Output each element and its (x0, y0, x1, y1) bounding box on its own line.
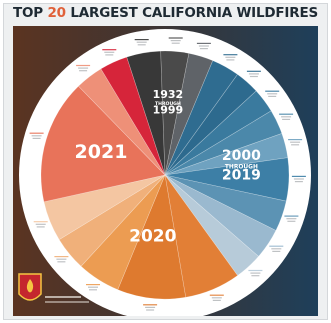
pie-slice (164, 174, 259, 276)
slice-label-tick (281, 116, 292, 118)
pie-slice (78, 68, 166, 176)
slice-label-tick (170, 40, 181, 42)
slice-label-tick (279, 113, 294, 115)
pie-slice (164, 52, 214, 176)
slice-label-tick (145, 306, 156, 308)
slice-label-tick (79, 70, 88, 72)
pie-slice (164, 133, 289, 176)
pie-slice (160, 50, 190, 176)
group-label-end-year: 1999 (153, 104, 184, 117)
pie-slice (164, 74, 257, 176)
slice-label-tick (248, 73, 259, 75)
slice-label-tick (86, 284, 100, 286)
slice-label-tick (249, 75, 258, 78)
pie-slice (164, 157, 290, 202)
pie-slice (126, 50, 166, 176)
slice-label-tick (250, 272, 261, 274)
pie-slice (164, 110, 283, 176)
pie-slices (40, 50, 290, 300)
slice-label-tick (196, 42, 211, 44)
group-label-through: THROUGH (155, 101, 181, 107)
pie-slice (43, 174, 166, 240)
slice-label-tick (78, 67, 89, 69)
slice-label-tick (290, 141, 301, 143)
pie-slice (164, 60, 238, 176)
slice-label-tick (57, 261, 66, 263)
slice-label-tick (88, 286, 98, 288)
slice-label-tick (269, 245, 284, 247)
slice-label-tick (36, 226, 45, 228)
slice-label-tick (246, 70, 261, 72)
slice-label-tick (31, 135, 42, 137)
slice-label-tick (226, 59, 235, 61)
slice-label-tick (171, 42, 180, 44)
slice-label-tick (293, 178, 304, 180)
slice-label-tick (286, 218, 297, 220)
group-label-year: 2021 (75, 141, 128, 163)
wildfire-poster: 1932 THROUGH 1999 2000 THROUGH 2019 2020 2021 (13, 26, 318, 316)
pie-slice (117, 173, 187, 300)
slice-label-tick (223, 54, 238, 56)
slice-label-tick (32, 137, 41, 139)
group-label-start-year: 1932 (153, 88, 184, 101)
slice-label-tick (211, 297, 222, 299)
slice-label-tick (291, 175, 306, 177)
slice-label-tick (102, 49, 117, 51)
flame-icon (26, 279, 34, 293)
slice-label-tick (267, 93, 278, 95)
pie-slice (58, 174, 166, 267)
slice-label-tick (268, 95, 277, 97)
pie-slice (80, 174, 166, 291)
slice-label-tick (198, 45, 209, 47)
slice-label-tick (35, 223, 46, 225)
slice-label-ticks (29, 37, 306, 311)
pie-slice (40, 85, 166, 203)
group-label-through: THROUGH (225, 164, 258, 170)
slice-label-tick (168, 37, 183, 39)
slice-label-tick (33, 221, 48, 223)
slice-label-tick (282, 118, 291, 120)
page-title: TOP 20 LARGEST CALIFORNIA WILDFIRES (12, 5, 318, 21)
slice-label-tick (287, 220, 296, 222)
slice-label-tick (29, 132, 44, 134)
slice-label-tick (251, 275, 260, 277)
pie-slice (164, 90, 272, 176)
slice-label-tick (76, 64, 91, 67)
slice-label-tick (136, 41, 147, 43)
slice-label-tick (225, 56, 236, 58)
agency-caption-line (45, 301, 89, 303)
slice-label-tick (104, 51, 115, 53)
slice-label-tick (248, 269, 263, 272)
slice-label-tick (284, 215, 299, 217)
slice-label-tick (209, 294, 224, 296)
slice-label-tick (199, 48, 208, 50)
pie-slice (164, 174, 277, 257)
slice-label-tick (272, 250, 281, 252)
slice-label-tick (143, 304, 158, 306)
slice-label-tick (137, 44, 146, 46)
slice-label-tick (54, 256, 69, 258)
slice-label-tick (265, 90, 280, 92)
cal-fire-badge (18, 273, 89, 303)
slice-label-tick (134, 39, 149, 41)
slice-label-tick (56, 258, 67, 260)
slice-label-tick (294, 181, 303, 183)
slice-label-tick (89, 289, 97, 291)
slice-label-tick (212, 299, 221, 301)
slice-label-tick (288, 139, 303, 141)
slice-label-tick (146, 309, 155, 311)
group-label-end-year: 2019 (222, 168, 261, 184)
pie-slice (164, 174, 287, 231)
slice-label-tick (105, 54, 114, 56)
slice-label-tick (291, 144, 300, 146)
agency-caption-line (45, 296, 81, 298)
pie-slice (100, 56, 166, 176)
group-label-start-year: 2000 (222, 148, 261, 164)
slice-label-tick (271, 248, 282, 250)
group-label-year: 2020 (129, 227, 176, 247)
pie-slice (164, 174, 239, 298)
